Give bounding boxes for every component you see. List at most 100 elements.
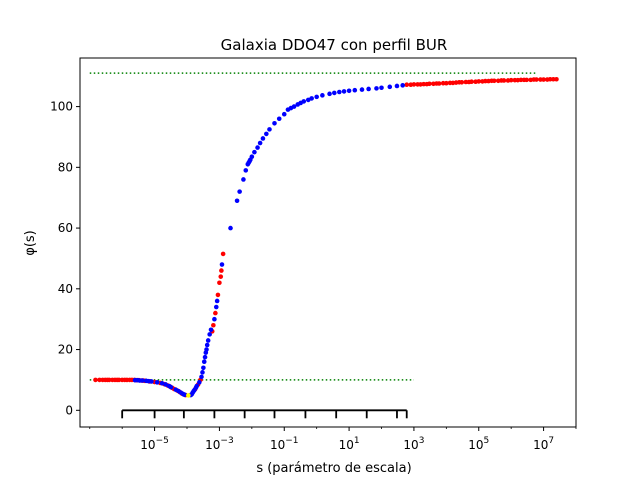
point-s1-50: [249, 154, 255, 159]
y-tick-label-0: 0: [65, 403, 73, 417]
point-s0-55: [440, 80, 446, 86]
point-s1-80: [387, 84, 393, 90]
point-s0-46: [411, 82, 417, 87]
x-tick-label-3: 101: [339, 436, 360, 452]
x-tick-label-0: 10−5: [140, 436, 169, 452]
point-s1-68: [314, 94, 319, 100]
point-s0-5: [106, 377, 112, 383]
point-s0-90: [554, 76, 559, 82]
point-s1-72: [337, 89, 342, 95]
point-s1-24: [194, 383, 200, 389]
chart-title: Galaxia DDO47 con perfil BUR: [221, 36, 448, 54]
point-s1-29: [201, 359, 207, 365]
point-s2-0: [186, 393, 191, 398]
point-s1-73: [341, 89, 347, 94]
point-s1-58: [276, 116, 282, 122]
y-tick-label-4: 80: [58, 160, 73, 174]
point-s1-7: [154, 380, 160, 385]
point-s1-8: [159, 380, 165, 386]
point-s0-64: [469, 79, 474, 84]
point-s1-45: [243, 168, 249, 173]
point-s1-81: [394, 83, 400, 89]
point-s0-76: [508, 77, 514, 83]
y-axis-ticks: 0 20 40 60 80 100: [50, 100, 80, 417]
point-s1-70: [327, 91, 332, 97]
point-s1-69: [320, 93, 325, 98]
x-tick-label-1: 10−3: [205, 436, 234, 452]
point-s1-17: [182, 392, 188, 398]
point-s1-37: [212, 316, 217, 322]
scale-bracket: [121, 409, 408, 419]
point-s1-38: [213, 304, 219, 310]
point-s1-52: [255, 145, 260, 150]
point-s1-28: [201, 365, 206, 371]
point-s1-67: [309, 96, 314, 101]
y-tick-label-2: 40: [58, 282, 73, 296]
y-axis-label: φ(s): [23, 230, 38, 256]
point-s1-59: [281, 111, 287, 117]
plot-frame: [79, 57, 577, 428]
point-s0-39: [215, 292, 221, 298]
point-s1-6: [149, 379, 154, 384]
point-s0-54: [436, 81, 442, 86]
point-s1-32: [204, 347, 209, 352]
point-s1-62: [291, 104, 297, 109]
point-s1-40: [219, 262, 225, 267]
point-s0-56: [444, 80, 449, 86]
point-s1-77: [366, 86, 371, 92]
reference-lines: [89, 72, 537, 381]
point-s1-33: [204, 342, 210, 348]
x-axis-ticks: 10−5 10−3 10−1 101 103 105 107: [89, 427, 577, 452]
point-s1-30: [202, 354, 208, 360]
y-tick-label-5: 100: [50, 100, 73, 114]
x-tick-label-5: 105: [468, 436, 489, 452]
x-tick-label-4: 103: [403, 436, 424, 452]
point-s1-79: [379, 85, 384, 91]
point-s0-66: [476, 79, 482, 84]
point-s1-54: [260, 136, 266, 141]
x-tick-label-2: 10−1: [270, 436, 299, 452]
point-s0-40: [217, 280, 222, 286]
point-s1-56: [267, 127, 272, 132]
point-s0-0: [93, 377, 98, 383]
point-s1-55: [264, 131, 269, 137]
point-s1-78: [374, 86, 379, 91]
point-s1-57: [272, 121, 277, 126]
point-s0-74: [501, 78, 507, 83]
point-s1-26: [199, 374, 204, 380]
point-s1-53: [257, 140, 263, 146]
point-s1-43: [237, 189, 242, 194]
point-s0-61: [459, 80, 465, 85]
point-s1-34: [205, 338, 211, 343]
point-s1-44: [241, 177, 246, 182]
point-s0-42: [219, 268, 224, 273]
point-s1-3: [140, 378, 145, 383]
point-s1-82: [400, 83, 405, 88]
y-tick-label-1: 20: [58, 343, 73, 357]
point-s1-36: [208, 327, 214, 333]
x-tick-label-6: 107: [533, 436, 554, 452]
point-s1-75: [352, 87, 358, 93]
point-s0-43: [220, 251, 226, 257]
point-s0-41: [218, 274, 224, 279]
point-s1-27: [200, 370, 205, 375]
point-s1-65: [301, 99, 307, 104]
y-tick-label-3: 60: [58, 221, 73, 235]
point-s1-11: [168, 384, 174, 390]
x-axis-label: s (parámetro de escala): [256, 461, 411, 476]
point-s0-38: [213, 310, 218, 316]
point-s1-51: [252, 149, 257, 155]
point-s0-44: [404, 82, 410, 88]
point-s0-71: [491, 78, 497, 84]
point-s0-81: [524, 77, 529, 83]
point-s0-37: [211, 322, 216, 328]
point-s1-41: [228, 225, 233, 231]
point-s1-35: [207, 332, 212, 337]
data-points: [93, 76, 559, 398]
point-s1-74: [346, 88, 352, 94]
point-s0-51: [427, 81, 432, 87]
point-s1-42: [234, 198, 240, 204]
point-s0-86: [541, 77, 546, 82]
point-s1-71: [332, 90, 337, 96]
